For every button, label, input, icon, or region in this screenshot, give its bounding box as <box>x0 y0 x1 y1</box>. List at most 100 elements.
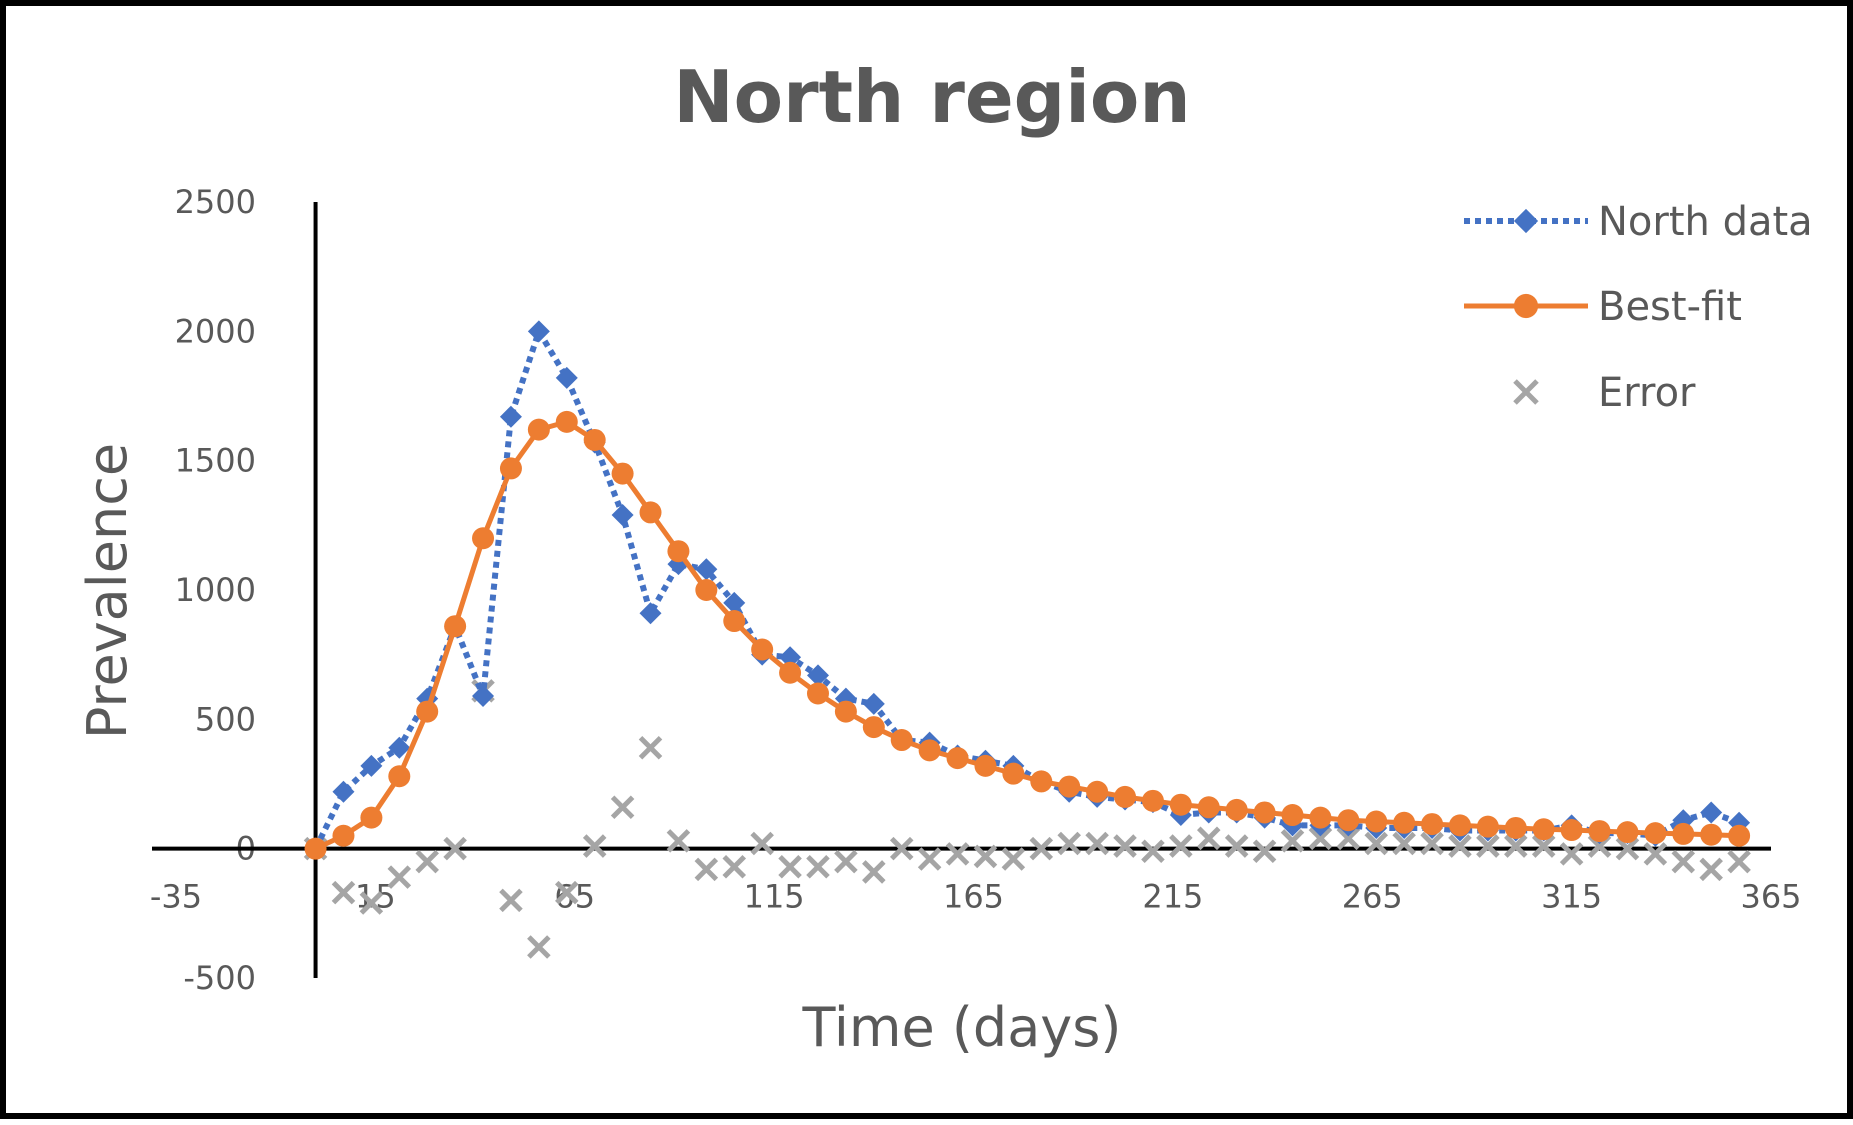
data-point-x <box>1504 834 1528 858</box>
data-point-x <box>1196 826 1221 851</box>
data-point-x <box>1513 379 1539 405</box>
data-point-circle <box>1421 813 1444 836</box>
data-point-circle <box>1197 796 1220 819</box>
data-point-x <box>1141 839 1165 864</box>
data-point-x <box>666 829 691 853</box>
data-point-diamond <box>695 558 718 581</box>
data-point-circle <box>1728 824 1751 847</box>
data-point-circle <box>1281 804 1304 827</box>
data-point-circle <box>1448 814 1471 837</box>
data-point-circle <box>360 806 383 829</box>
data-point-circle <box>444 615 467 638</box>
series-best-fit <box>304 410 1751 860</box>
data-point-x <box>1336 826 1361 851</box>
data-point-diamond <box>360 754 383 777</box>
data-point-x <box>1224 834 1249 858</box>
data-point-circle <box>834 700 857 723</box>
legend-entry: Best-fit <box>1464 284 1742 330</box>
data-point-x <box>1113 834 1137 858</box>
legend-label: Error <box>1598 370 1696 416</box>
data-point-x <box>917 847 942 871</box>
data-point-circle <box>304 837 327 860</box>
x-axis-title: Time (days) <box>802 996 1122 1059</box>
data-point-circle <box>974 754 997 777</box>
data-point-x <box>359 891 384 915</box>
y-tick-label: 1000 <box>175 571 256 609</box>
data-point-circle <box>1672 822 1695 845</box>
data-point-circle <box>1337 809 1360 832</box>
x-tick-label: 315 <box>1541 878 1602 916</box>
data-point-circle <box>1169 793 1192 816</box>
data-point-circle <box>1700 823 1723 846</box>
data-point-x <box>806 855 830 879</box>
data-point-circle <box>1532 818 1555 841</box>
series-error <box>303 679 1751 959</box>
data-point-x <box>527 935 551 959</box>
data-point-x <box>387 865 412 889</box>
series-line <box>314 419 1740 851</box>
data-point-circle <box>806 682 829 705</box>
data-point-x <box>889 836 914 861</box>
data-point-x <box>945 842 970 866</box>
data-point-circle <box>667 540 690 563</box>
data-point-x <box>1448 834 1472 858</box>
y-tick-label: 500 <box>195 700 256 738</box>
data-point-diamond <box>639 602 662 625</box>
data-point-circle <box>751 638 774 661</box>
data-point-diamond <box>388 736 411 759</box>
data-point-x <box>1085 831 1109 856</box>
data-point-circle <box>1030 770 1053 793</box>
data-point-diamond <box>527 320 550 343</box>
data-point-circle <box>918 739 941 762</box>
data-point-x <box>582 834 607 858</box>
data-point-x <box>1699 857 1723 882</box>
data-point-x <box>1727 849 1751 874</box>
data-point-x <box>862 860 886 884</box>
data-point-x <box>1001 847 1026 871</box>
y-tick-label: 2500 <box>175 183 256 221</box>
data-point-x <box>1559 842 1584 866</box>
data-point-x <box>443 836 467 861</box>
data-point-x <box>722 855 747 879</box>
data-point-x <box>331 880 356 905</box>
data-point-x <box>1057 831 1081 856</box>
data-point-circle <box>1504 816 1527 839</box>
data-point-circle <box>1616 821 1639 844</box>
data-point-x <box>1643 842 1668 866</box>
data-point-diamond <box>779 646 802 669</box>
data-point-x <box>555 880 579 905</box>
data-point-circle <box>723 610 746 633</box>
data-point-x <box>834 849 858 874</box>
chart-title: North region <box>673 55 1190 139</box>
data-point-x <box>1476 834 1500 858</box>
data-point-circle <box>862 716 885 739</box>
data-point-diamond <box>611 503 634 526</box>
x-tick-label: 365 <box>1740 878 1801 916</box>
data-point-diamond <box>862 692 885 715</box>
data-point-circle <box>1309 806 1332 829</box>
y-tick-label: 2000 <box>175 312 256 350</box>
data-point-x <box>610 795 635 820</box>
data-point-x <box>1252 839 1277 864</box>
data-point-circle <box>890 729 913 752</box>
legend-entry: Error <box>1513 370 1696 416</box>
data-point-circle <box>555 410 578 433</box>
x-tick-label: 265 <box>1342 878 1403 916</box>
data-point-circle <box>583 428 606 451</box>
data-point-diamond <box>472 685 495 708</box>
data-point-circle <box>611 462 634 485</box>
data-point-x <box>1308 826 1333 851</box>
data-point-x <box>1392 831 1416 856</box>
data-point-circle <box>1141 789 1164 812</box>
data-point-circle <box>332 824 355 847</box>
data-point-circle <box>499 457 522 480</box>
data-point-diamond <box>806 664 829 687</box>
legend: North data Best-fit Error <box>1464 199 1813 416</box>
data-point-circle <box>1476 815 1499 838</box>
x-tick-label: 165 <box>943 878 1004 916</box>
data-point-circle <box>1365 810 1388 833</box>
data-point-x <box>1169 834 1193 858</box>
data-point-circle <box>1114 785 1137 808</box>
